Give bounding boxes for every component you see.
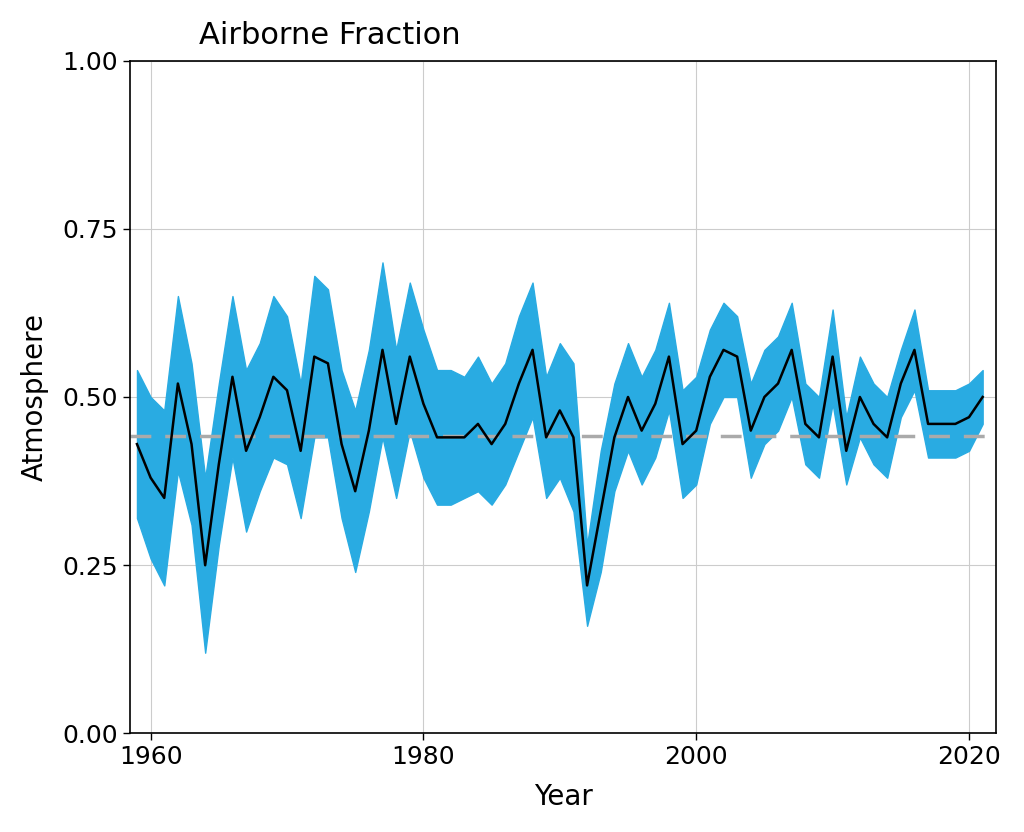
X-axis label: Year: Year bbox=[534, 783, 593, 811]
Y-axis label: Atmosphere: Atmosphere bbox=[20, 313, 49, 481]
Text: Airborne Fraction: Airborne Fraction bbox=[200, 21, 461, 50]
